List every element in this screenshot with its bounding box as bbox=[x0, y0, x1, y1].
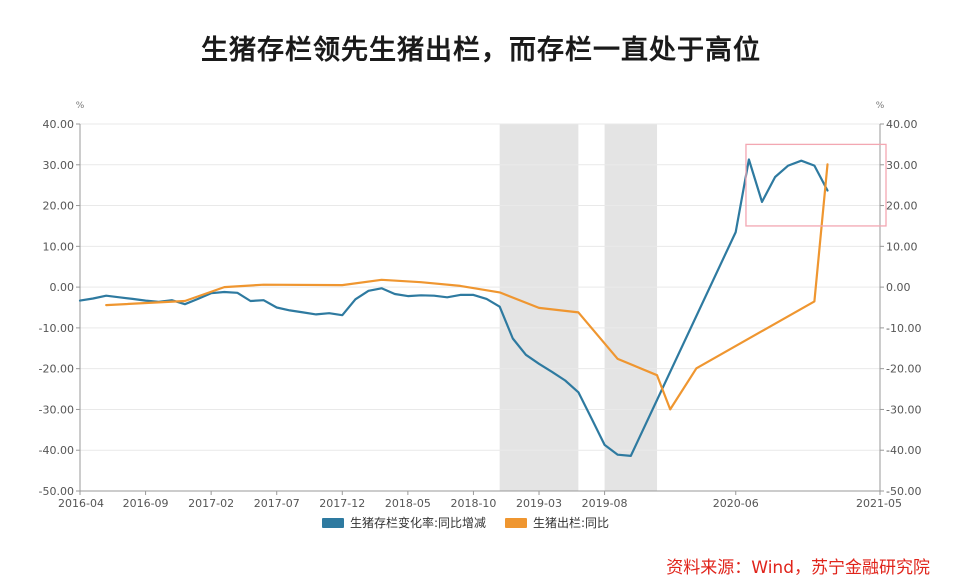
y-axis-left-unit: % bbox=[76, 101, 85, 111]
highlight-rectangle bbox=[745, 143, 887, 227]
x-tick-label: 2021-05 bbox=[856, 497, 902, 510]
shaded-periods bbox=[499, 124, 658, 491]
shaded-period bbox=[604, 124, 658, 491]
y-tick-label-left: 30.00 bbox=[43, 159, 75, 172]
y-tick-label-left: -30.00 bbox=[39, 403, 74, 416]
grid-lines bbox=[80, 123, 880, 492]
x-tick-label: 2017-12 bbox=[319, 497, 365, 510]
y-tick-label-right: 30.00 bbox=[886, 159, 918, 172]
legend-label[interactable]: 生猪出栏:同比 bbox=[533, 515, 609, 530]
y-tick-label-right: -20.00 bbox=[886, 363, 921, 376]
y-tick-label-right: -40.00 bbox=[886, 444, 921, 457]
y-tick-label-right: -10.00 bbox=[886, 322, 921, 335]
x-tick-label: 2020-06 bbox=[713, 497, 759, 510]
legend-swatch[interactable] bbox=[322, 518, 344, 528]
x-tick-label: 2016-09 bbox=[123, 497, 169, 510]
series-line-1 bbox=[78, 158, 829, 457]
y-tick-label-right: 40.00 bbox=[886, 118, 918, 131]
chart-title: 生猪存栏领先生猪出栏，而存栏一直处于高位 bbox=[201, 35, 761, 66]
x-tick-label: 2017-07 bbox=[254, 497, 300, 510]
legend-swatch[interactable] bbox=[505, 518, 527, 528]
y-tick-label-right: -50.00 bbox=[886, 485, 921, 498]
y-axis-right-ticks: 40.00 30.00 20.00 10.00 0.00 -10.00 -20.00 -30.… bbox=[880, 118, 921, 498]
y-tick-label-left: -10.00 bbox=[39, 322, 74, 335]
x-tick-label: 2019-08 bbox=[582, 497, 628, 510]
y-tick-label-left: 0.00 bbox=[50, 281, 75, 294]
y-tick-label-right: 20.00 bbox=[886, 200, 918, 213]
source-note: 资料来源：Wind，苏宁金融研究院 bbox=[666, 558, 930, 578]
y-tick-label-left: -40.00 bbox=[39, 444, 74, 457]
legend[interactable]: 生猪存栏变化率:同比增减 生猪出栏:同比 bbox=[322, 515, 609, 530]
y-tick-label-left: 20.00 bbox=[43, 200, 75, 213]
x-tick-label: 2018-05 bbox=[385, 497, 431, 510]
series-lines bbox=[78, 158, 829, 457]
x-axis-ticks: 2016-04 2016-09 2017-02 2017-07 2017-12 2018-… bbox=[58, 491, 902, 510]
y-tick-label-left: -20.00 bbox=[39, 363, 74, 376]
x-tick-label: 2019-03 bbox=[516, 497, 562, 510]
x-tick-label: 2016-04 bbox=[58, 497, 104, 510]
y-tick-label-right: 0.00 bbox=[886, 281, 911, 294]
axes bbox=[79, 124, 881, 492]
series-line-2 bbox=[105, 163, 829, 411]
y-tick-label-right: 10.00 bbox=[886, 240, 918, 253]
y-tick-label-left: 10.00 bbox=[43, 240, 75, 253]
y-tick-label-right: -30.00 bbox=[886, 403, 921, 416]
y-tick-label-left: 40.00 bbox=[43, 118, 75, 131]
y-axis-right-unit: % bbox=[876, 101, 885, 111]
x-tick-label: 2018-10 bbox=[450, 497, 496, 510]
highlight-box bbox=[745, 143, 887, 227]
legend-label[interactable]: 生猪存栏变化率:同比增减 bbox=[350, 515, 486, 530]
x-tick-label: 2017-02 bbox=[188, 497, 234, 510]
y-axis-left-ticks: 40.00 30.00 20.00 10.00 0.00 -10.00 -20.00 -30.… bbox=[39, 118, 80, 498]
y-tick-label-left: -50.00 bbox=[39, 485, 74, 498]
